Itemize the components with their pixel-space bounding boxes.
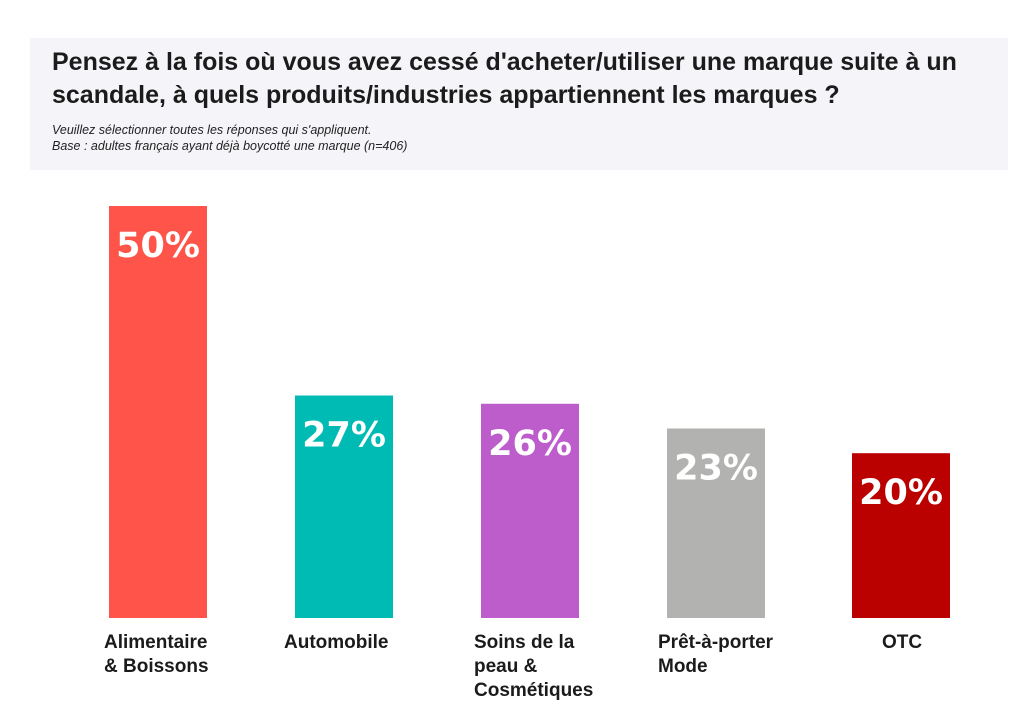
category-label-soins: Soins de la peau & Cosmétiques	[474, 632, 594, 701]
bar-automobile	[295, 395, 393, 618]
question-header	[30, 38, 1008, 170]
data-label-otc: 20%	[859, 473, 943, 513]
bar-alimentaire	[109, 206, 207, 618]
chart-title: Pensez à la fois où vous avez cessé d'ac…	[52, 48, 957, 109]
data-label-automobile: 27%	[302, 416, 386, 456]
category-label-automobile: Automobile	[284, 632, 389, 653]
bar-otc	[852, 453, 950, 618]
chart-subtitle-base: Base : adultes français ayant déjà boyco…	[52, 139, 408, 153]
chart-subtitle-instruction: Veuillez sélectionner toutes les réponse…	[52, 123, 372, 137]
bar-pret-a-porter	[667, 428, 765, 618]
data-label-pret-a-porter: 23%	[674, 448, 758, 488]
bar-soins	[481, 403, 579, 618]
data-label-alimentaire: 50%	[116, 226, 200, 266]
data-label-soins: 26%	[488, 424, 572, 464]
category-label-otc: OTC	[882, 632, 923, 653]
category-label-alimentaire: Alimentaire & Boissons	[104, 632, 209, 677]
category-label-pret-a-porter: Prêt-à-porter Mode	[658, 632, 774, 677]
